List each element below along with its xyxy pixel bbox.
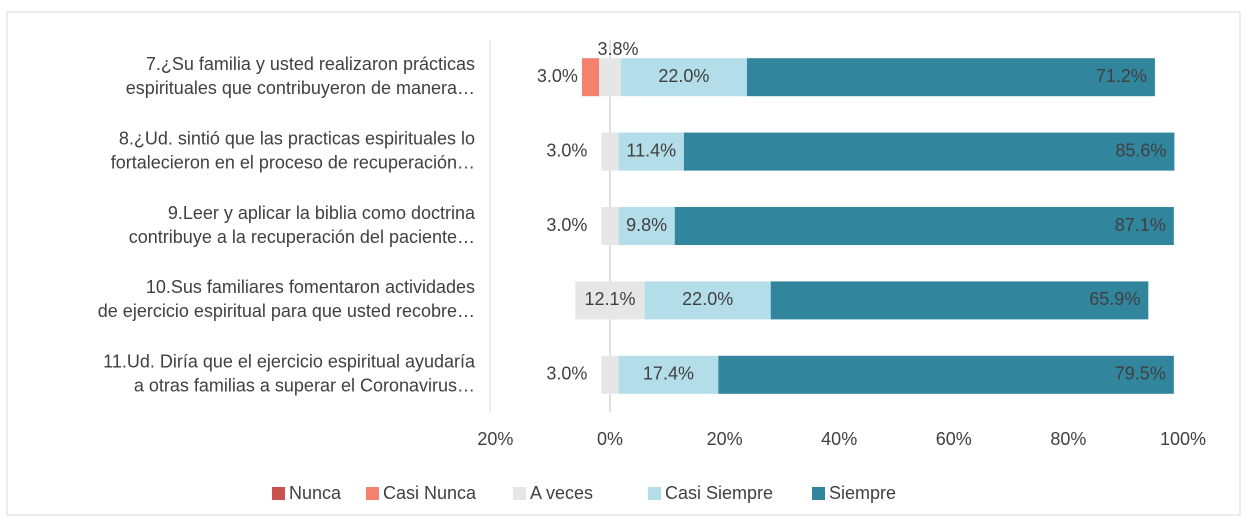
bar-segment	[601, 355, 619, 394]
x-tick-label: 20%	[707, 429, 743, 449]
bar-segment	[601, 132, 619, 171]
category-label: 11.Ud. Diría que el ejercicio espiritual…	[103, 352, 476, 372]
data-label: 79.5%	[1115, 364, 1166, 384]
legend-label: Casi Siempre	[665, 483, 773, 503]
bar-segment	[620, 58, 747, 97]
data-label: 12.1%	[584, 289, 635, 309]
category-label: fortalecieron en el proceso de recuperac…	[111, 152, 475, 172]
data-label: 9.8%	[626, 215, 667, 235]
bar-segment	[674, 207, 1174, 245]
bar-segment	[601, 207, 619, 245]
category-label: 7.¿Su familia y usted realizaron práctic…	[146, 54, 475, 74]
data-label: 3.0%	[546, 215, 587, 235]
x-tick-label: 60%	[936, 429, 972, 449]
data-label: 3.0%	[546, 364, 587, 384]
category-label: contribuye a la recuperación del pacient…	[129, 227, 475, 247]
bar-segment	[746, 58, 1155, 97]
category-label: de ejercicio espiritual para que usted r…	[98, 301, 475, 321]
data-label: 71.2%	[1096, 66, 1147, 86]
x-tick-label: 40%	[821, 429, 857, 449]
category-label: 8.¿Ud. sintió que las practicas espiritu…	[119, 128, 475, 148]
legend-swatch	[513, 487, 526, 500]
legend-swatch	[272, 487, 285, 500]
legend-swatch	[812, 487, 825, 500]
data-label: 22.0%	[658, 66, 709, 86]
bar-segment	[718, 355, 1174, 394]
legend-label: Casi Nunca	[383, 483, 477, 503]
bar-segment	[644, 281, 771, 320]
bar-segment	[581, 58, 600, 97]
bar-segment	[599, 58, 621, 97]
data-label: 65.9%	[1089, 289, 1140, 309]
data-label: 3.8%	[597, 39, 638, 59]
data-label: 3.0%	[537, 66, 578, 86]
legend-label: Siempre	[829, 483, 896, 503]
legend-label: A veces	[530, 483, 593, 503]
data-label: 87.1%	[1115, 215, 1166, 235]
data-label: 3.0%	[546, 140, 587, 160]
bar-segment	[575, 281, 645, 320]
category-label: 9.Leer y aplicar la biblia como doctrina	[168, 203, 476, 223]
legend-swatch	[366, 487, 379, 500]
category-label: espirituales que contribuyeron de manera…	[126, 78, 475, 98]
data-label: 11.4%	[626, 140, 676, 160]
data-label: 85.6%	[1115, 140, 1166, 160]
x-tick-label: 80%	[1050, 429, 1086, 449]
x-tick-label: 100%	[1160, 429, 1206, 449]
bar-segment	[618, 207, 675, 245]
bar-segment	[618, 132, 684, 171]
legend-swatch	[648, 487, 661, 500]
x-tick-label: 20%	[477, 429, 513, 449]
data-label: 22.0%	[682, 289, 733, 309]
bar-segment	[770, 281, 1149, 320]
x-tick-label: 0%	[597, 429, 623, 449]
bar-segment	[618, 355, 719, 394]
legend-label: Nunca	[289, 483, 342, 503]
data-label: 17.4%	[643, 364, 694, 384]
category-label: 10.Sus familiares fomentaron actividades	[146, 277, 475, 297]
category-label: a otras familias a superar el Coronaviru…	[134, 376, 475, 396]
bar-segment	[683, 132, 1175, 171]
